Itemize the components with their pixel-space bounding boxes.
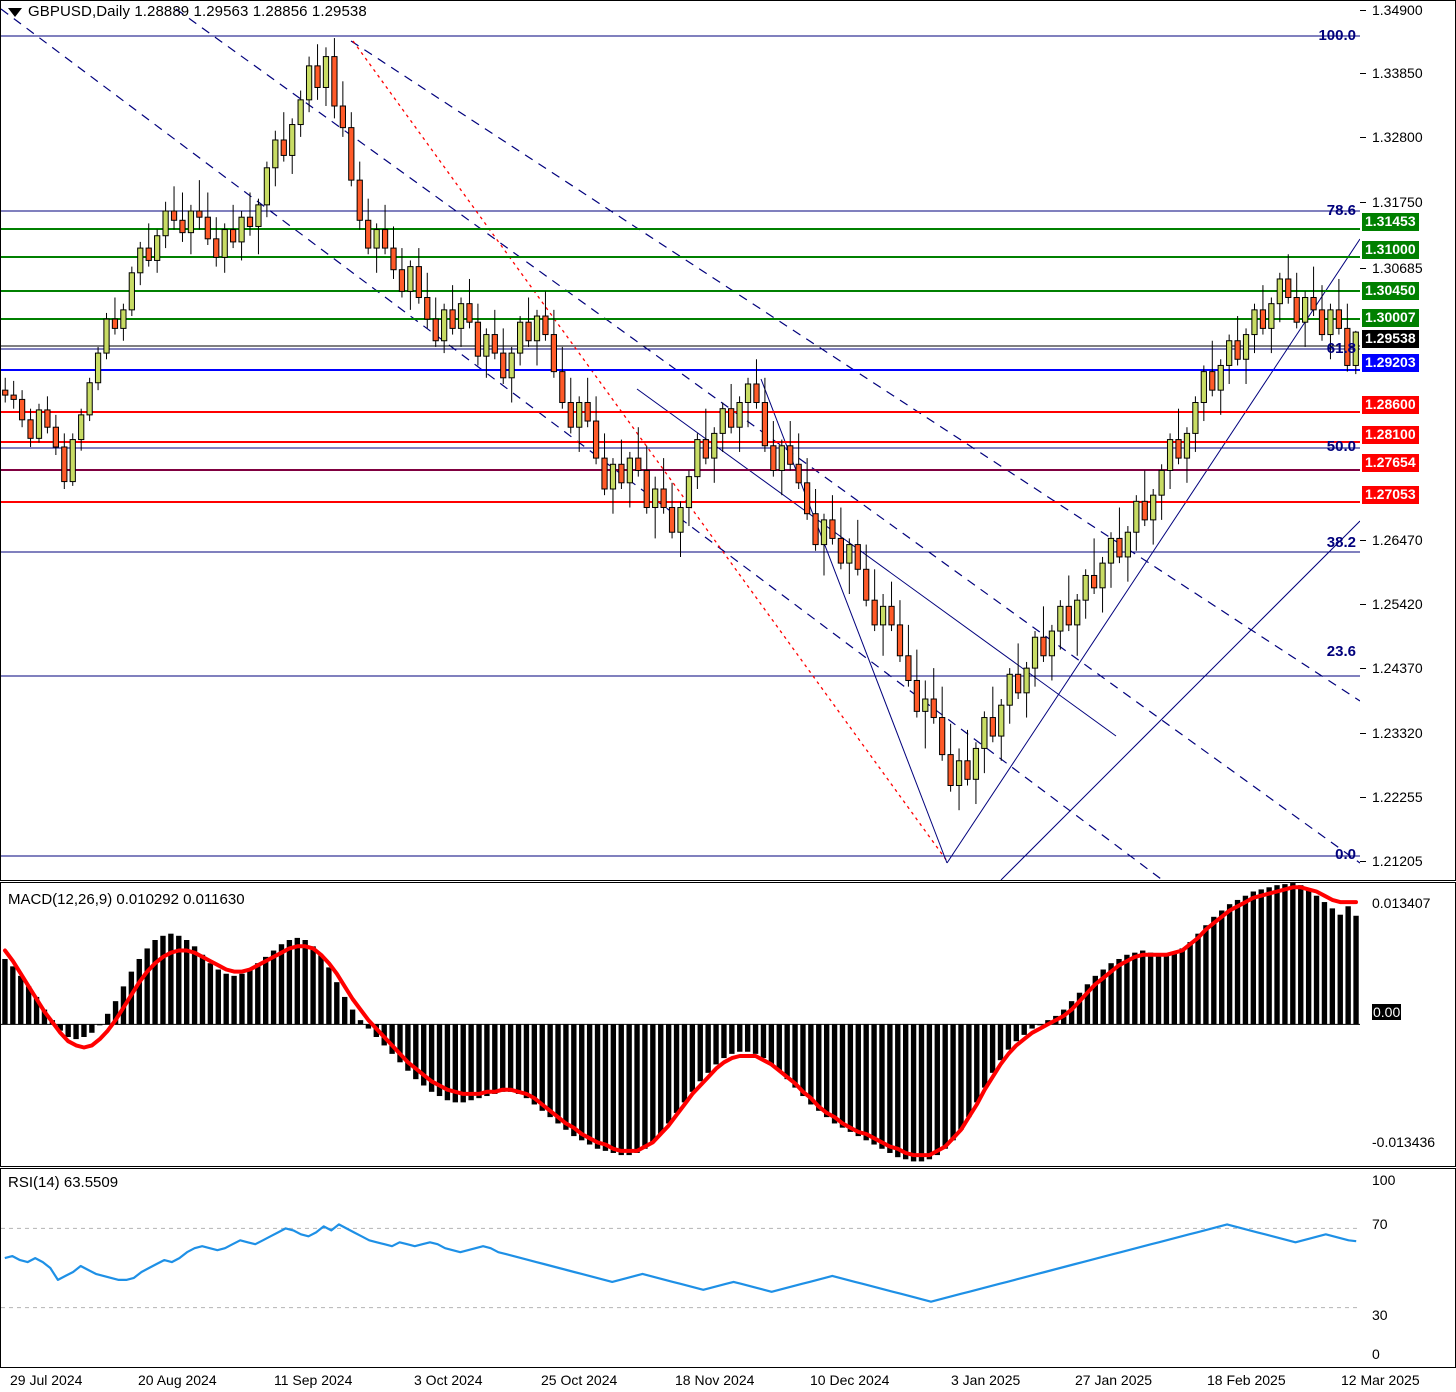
- price-axis-label: 1.24370: [1372, 660, 1423, 676]
- price-axis-tick: [1360, 202, 1366, 203]
- price-axis-tick: [1360, 137, 1366, 138]
- price-axis-label: 1.32800: [1372, 129, 1423, 145]
- date-axis: 29 Jul 2024 20 Aug 2024 11 Sep 2024 3 Oct 2…: [0, 1370, 1456, 1392]
- fibonacci-level-label: 78.6: [1326, 202, 1356, 219]
- fibonacci-level-label: 50.0: [1326, 438, 1356, 455]
- date-axis-label: 11 Sep 2024: [274, 1372, 353, 1388]
- rsi-axis-label: 70: [1372, 1216, 1388, 1232]
- price-axis-tick: [1360, 10, 1366, 11]
- rsi-panel[interactable]: [0, 1168, 1456, 1368]
- date-axis-label: 3 Jan 2025: [951, 1372, 1021, 1388]
- date-axis-label: 27 Jan 2025: [1075, 1372, 1153, 1388]
- price-level-tag[interactable]: 1.27654: [1362, 454, 1419, 472]
- price-candles-svg: [1, 8, 1360, 880]
- price-axis-tick: [1360, 604, 1366, 605]
- price-level-tag[interactable]: 1.30450: [1362, 282, 1419, 300]
- price-axis-label: 1.23320: [1372, 725, 1423, 741]
- macd-plot-area[interactable]: [1, 883, 1360, 1166]
- price-level-tag[interactable]: 1.28600: [1362, 396, 1419, 414]
- price-axis-label: 1.30685: [1372, 260, 1423, 276]
- price-level-tag[interactable]: 1.31000: [1362, 241, 1419, 259]
- price-axis-label: 1.22255: [1372, 789, 1423, 805]
- macd-axis-label: 0.013407: [1372, 895, 1431, 911]
- date-axis-label: 12 Mar 2025: [1341, 1372, 1420, 1388]
- rsi-plot-area[interactable]: [1, 1169, 1360, 1367]
- price-axis-tick: [1360, 73, 1366, 74]
- rsi-header-label: RSI(14) 63.5509: [8, 1174, 119, 1191]
- macd-svg: [1, 883, 1360, 1162]
- price-axis-label: 1.34900: [1372, 2, 1423, 18]
- symbol-dropdown-icon[interactable]: [8, 8, 22, 17]
- price-axis-tick: [1360, 797, 1366, 798]
- price-level-tag[interactable]: 1.29203: [1362, 354, 1419, 372]
- fibonacci-level-label: 61.8: [1326, 340, 1356, 357]
- price-axis-tick: [1360, 861, 1366, 862]
- date-axis-label: 10 Dec 2024: [810, 1372, 890, 1388]
- price-level-tag[interactable]: 1.31453: [1362, 213, 1419, 231]
- macd-axis-label: 0.00: [1372, 1004, 1402, 1020]
- macd-axis-label: -0.013436: [1372, 1134, 1436, 1150]
- rsi-axis-label: 0: [1372, 1346, 1380, 1362]
- date-axis-label: 3 Oct 2024: [414, 1372, 483, 1388]
- price-axis-tick: [1360, 268, 1366, 269]
- price-header-label: GBPUSD,Daily 1.28889 1.29563 1.28856 1.2…: [28, 3, 367, 20]
- price-axis-tick: [1360, 540, 1366, 541]
- price-axis-tick: [1360, 668, 1366, 669]
- macd-panel[interactable]: [0, 882, 1456, 1167]
- fibonacci-level-label: 100.0: [1318, 27, 1356, 44]
- price-axis-label: 1.21205: [1372, 853, 1423, 869]
- fibonacci-level-label: 38.2: [1326, 534, 1356, 551]
- price-axis-label: 1.31750: [1372, 194, 1423, 210]
- price-axis-tick: [1360, 733, 1366, 734]
- price-axis-label: 1.26470: [1372, 532, 1423, 548]
- rsi-axis-label: 100: [1372, 1172, 1396, 1188]
- price-chart-panel[interactable]: [0, 0, 1456, 881]
- date-axis-label: 25 Oct 2024: [541, 1372, 618, 1388]
- date-axis-label: 20 Aug 2024: [138, 1372, 217, 1388]
- date-axis-label: 29 Jul 2024: [10, 1372, 83, 1388]
- date-axis-label: 18 Nov 2024: [675, 1372, 755, 1388]
- price-axis-label: 1.25420: [1372, 596, 1423, 612]
- price-plot-area[interactable]: [1, 1, 1360, 880]
- macd-header-label: MACD(12,26,9) 0.010292 0.011630: [8, 891, 245, 908]
- price-level-tag[interactable]: 1.29538: [1362, 330, 1419, 348]
- fibonacci-level-label: 23.6: [1326, 643, 1356, 660]
- price-level-tag[interactable]: 1.27053: [1362, 486, 1419, 504]
- fibonacci-level-label: 0.0: [1335, 846, 1356, 863]
- price-level-tag[interactable]: 1.28100: [1362, 426, 1419, 444]
- rsi-axis-label: 30: [1372, 1307, 1388, 1323]
- price-axis-label: 1.33850: [1372, 65, 1423, 81]
- price-level-tag[interactable]: 1.30007: [1362, 309, 1419, 327]
- rsi-svg: [1, 1223, 1360, 1309]
- date-axis-label: 18 Feb 2025: [1207, 1372, 1286, 1388]
